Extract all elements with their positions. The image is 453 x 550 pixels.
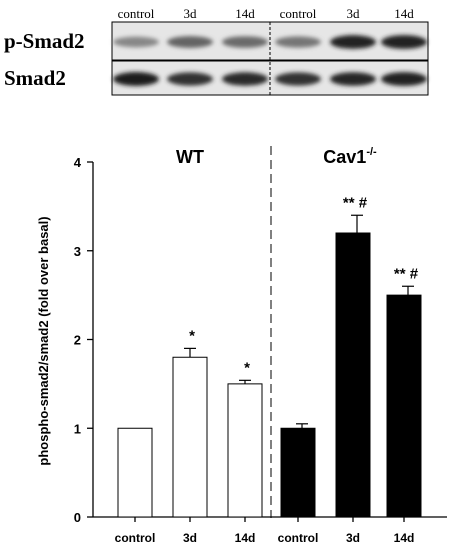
significance-label: *	[189, 327, 195, 344]
y-tick-label: 3	[74, 244, 81, 259]
blot-band	[381, 72, 427, 86]
bar-chart: phospho-smad2/smad2 (fold over basal) 0 1…	[36, 146, 447, 545]
lane-label: control	[118, 6, 155, 21]
bar	[172, 356, 208, 518]
bar-group	[117, 427, 153, 518]
lane-label: 3d	[184, 6, 198, 21]
bar-group: *	[172, 327, 208, 518]
bar	[335, 232, 371, 518]
bar	[386, 294, 422, 518]
western-blot: control 3d 14d control 3d 14d p-Smad2 Smad2	[4, 6, 429, 96]
significance-label: *	[244, 359, 250, 376]
y-tick-label: 2	[74, 333, 81, 348]
bar	[227, 383, 263, 518]
x-tick-label: control	[278, 531, 319, 545]
blot-band	[222, 72, 268, 86]
y-tick-label: 4	[74, 155, 82, 170]
blot-row: p-Smad2	[4, 21, 429, 61]
x-tick-label: 3d	[346, 531, 360, 545]
group-label: WT	[176, 147, 204, 167]
blot-band	[113, 72, 159, 86]
bar-group: *	[227, 359, 263, 518]
blot-band	[113, 36, 159, 48]
bar	[280, 427, 316, 518]
blot-band	[275, 72, 321, 86]
bar	[117, 427, 153, 518]
blot-band	[167, 72, 213, 86]
lane-label: 3d	[347, 6, 361, 21]
y-tick-label: 0	[74, 510, 81, 525]
lane-labels: control 3d 14d control 3d 14d	[118, 6, 415, 21]
significance-label: ** #	[343, 194, 368, 211]
y-axis-label: phospho-smad2/smad2 (fold over basal)	[36, 216, 51, 465]
group-labels: WT Cav1-/-	[176, 146, 377, 167]
y-axis: 0 1 2 3 4	[74, 155, 94, 525]
x-tick-label: 14d	[235, 531, 256, 545]
blot-band	[167, 36, 213, 48]
blot-band	[381, 35, 427, 49]
lane-label: 14d	[394, 6, 414, 21]
bar-group: ** #	[335, 194, 371, 518]
blot-row-label: p-Smad2	[4, 29, 85, 53]
x-tick-label: control	[115, 531, 156, 545]
lane-label: control	[280, 6, 317, 21]
x-tick-label: 14d	[394, 531, 415, 545]
blot-row-label: Smad2	[4, 66, 66, 90]
x-tick-label: 3d	[183, 531, 197, 545]
blot-band	[275, 36, 321, 48]
bars: * * ** # ** #	[117, 194, 422, 518]
y-tick-label: 1	[74, 421, 81, 436]
bar-group	[280, 423, 316, 518]
lane-label: 14d	[235, 6, 255, 21]
significance-label: ** #	[394, 265, 419, 282]
blot-rows: p-Smad2 Smad2	[4, 21, 429, 96]
bar-group: ** #	[386, 265, 422, 518]
group-label: Cav1-/-	[323, 146, 377, 167]
blot-band	[330, 35, 376, 49]
blot-row: Smad2	[4, 60, 429, 96]
blot-band	[330, 72, 376, 86]
blot-band	[222, 36, 268, 48]
x-axis: control 3d 14d control 3d 14d	[93, 516, 447, 545]
